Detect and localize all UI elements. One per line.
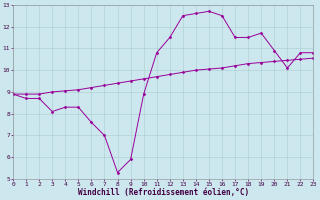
X-axis label: Windchill (Refroidissement éolien,°C): Windchill (Refroidissement éolien,°C) (78, 188, 249, 197)
